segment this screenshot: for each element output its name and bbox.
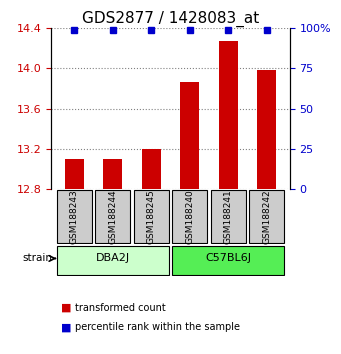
Title: GDS2877 / 1428083_at: GDS2877 / 1428083_at <box>82 11 259 27</box>
Text: GSM188241: GSM188241 <box>224 189 233 244</box>
Bar <box>257 70 276 189</box>
Bar <box>180 81 199 189</box>
Text: DBA2J: DBA2J <box>96 253 130 263</box>
FancyBboxPatch shape <box>173 246 284 274</box>
Text: C57BL6J: C57BL6J <box>205 253 251 263</box>
FancyBboxPatch shape <box>57 190 92 243</box>
Bar <box>103 159 122 189</box>
Bar <box>219 41 238 189</box>
FancyBboxPatch shape <box>134 190 168 243</box>
Text: strain: strain <box>23 253 53 263</box>
Text: GSM188242: GSM188242 <box>262 189 271 244</box>
Text: percentile rank within the sample: percentile rank within the sample <box>75 322 240 332</box>
Bar <box>142 149 161 189</box>
Text: transformed count: transformed count <box>75 303 166 313</box>
FancyBboxPatch shape <box>57 246 168 274</box>
FancyBboxPatch shape <box>173 190 207 243</box>
FancyBboxPatch shape <box>211 190 246 243</box>
Text: GSM188243: GSM188243 <box>70 189 79 244</box>
Text: GSM188240: GSM188240 <box>185 189 194 244</box>
Text: GSM188244: GSM188244 <box>108 189 117 244</box>
Text: ■: ■ <box>61 322 72 332</box>
Text: ■: ■ <box>61 303 72 313</box>
FancyBboxPatch shape <box>95 190 130 243</box>
Text: GSM188245: GSM188245 <box>147 189 156 244</box>
FancyBboxPatch shape <box>249 190 284 243</box>
Bar <box>65 159 84 189</box>
